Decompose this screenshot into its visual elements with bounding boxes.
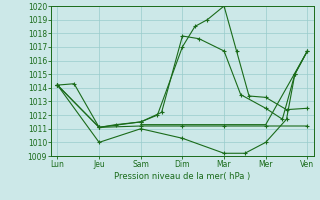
X-axis label: Pression niveau de la mer( hPa ): Pression niveau de la mer( hPa ): [114, 172, 251, 181]
